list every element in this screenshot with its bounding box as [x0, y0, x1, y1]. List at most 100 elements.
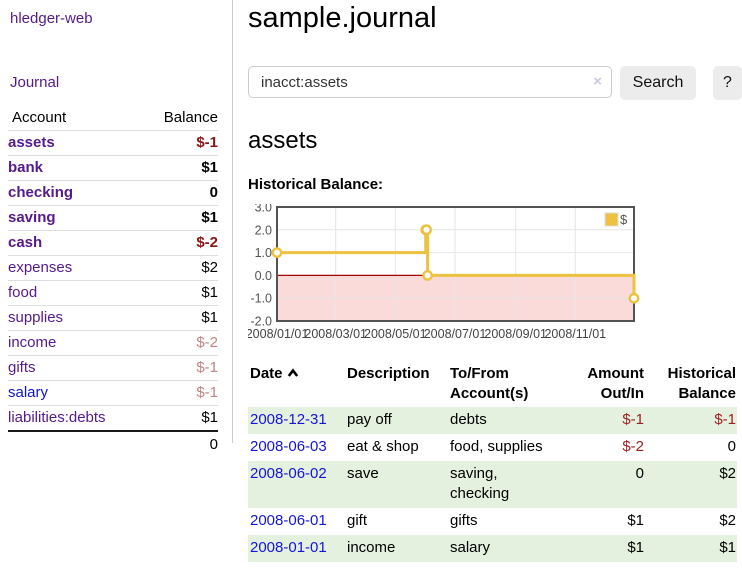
transaction-description: eat & shop — [347, 438, 419, 455]
chart-y-tick-label: 0.0 — [255, 269, 272, 283]
transaction-row[interactable]: 2008-06-03 eat & shop food, supplies $-2 0 — [248, 434, 737, 461]
transaction-amount: $1 — [627, 539, 644, 556]
chart-y-tick-label: 2.0 — [255, 223, 272, 237]
account-balance: $-2 — [139, 230, 218, 256]
chart-data-point[interactable] — [628, 292, 640, 304]
transaction-date-link[interactable]: 2008-06-01 — [250, 512, 327, 529]
sidebar-account-link[interactable]: food — [8, 284, 38, 301]
chart-y-tick-label: 1.0 — [255, 246, 272, 260]
sidebar: hledger-web Journal Account Balance asse… — [0, 0, 232, 457]
transaction-row[interactable]: 2008-06-02 save saving, checking 0 $2 — [248, 461, 737, 508]
search-box: × — [248, 66, 612, 100]
chart-data-point[interactable] — [421, 224, 433, 236]
clear-search-icon[interactable]: × — [593, 73, 602, 90]
transaction-amount: $-2 — [622, 438, 644, 455]
sidebar-account-link[interactable]: salary — [8, 384, 49, 401]
account-balance: 0 — [139, 180, 218, 206]
chart-x-tick-label: 2008/01/01 — [248, 327, 308, 341]
transaction-description: pay off — [347, 411, 392, 428]
account-balance: $1 — [139, 405, 218, 432]
accounts-table: Account Balance assets $-1 bank $1 checking 0… — [8, 106, 218, 457]
transaction-row[interactable]: 2008-01-01 income salary $1 $1 — [248, 535, 737, 562]
sidebar-divider — [232, 0, 233, 443]
accounts-total-row: 0 — [8, 430, 218, 457]
chart-y-tick-label: -2.0 — [250, 315, 272, 329]
sidebar-account-link[interactable]: assets — [8, 134, 55, 151]
account-row: bank $1 — [8, 155, 218, 181]
historical-balance-chart[interactable]: $3.0 2.0 1.0 0.0 -1.0 -2.0 2008/01/01 2008/03/0… — [246, 201, 742, 346]
account-balance: $1 — [139, 205, 218, 231]
account-row: salary $-1 — [8, 380, 218, 406]
chart-canvas: $3.0 2.0 1.0 0.0 -1.0 -2.02008/01/012008/03/0… — [246, 201, 640, 341]
sidebar-item-journal[interactable]: Journal — [10, 74, 60, 91]
chart-x-tick-label: 2008/07/01 — [424, 327, 487, 341]
search-button[interactable]: Search — [620, 66, 696, 100]
transaction-balance: $2 — [719, 512, 736, 529]
account-balance: $-2 — [139, 330, 218, 356]
transaction-accounts: saving, checking — [450, 465, 510, 502]
transaction-balance: $2 — [719, 465, 736, 482]
sidebar-account-link[interactable]: expenses — [8, 259, 73, 276]
chart-title: Historical Balance: — [248, 176, 384, 193]
transaction-date-link[interactable]: 2008-06-03 — [250, 438, 327, 455]
chart-y-tick-label: -1.0 — [250, 292, 272, 306]
chart-x-tick-label: 2008/11/01 — [544, 327, 606, 341]
account-heading: assets — [248, 127, 318, 154]
sidebar-account-link[interactable]: liabilities:debts — [8, 409, 106, 426]
transaction-accounts: food, supplies — [450, 438, 543, 455]
account-row: cash $-2 — [8, 230, 218, 256]
txn-header-accounts: To/From Account(s) — [450, 365, 529, 402]
sidebar-account-link[interactable]: bank — [8, 159, 44, 176]
transaction-amount: $-1 — [622, 411, 644, 428]
account-row: expenses $2 — [8, 255, 218, 281]
account-row: checking 0 — [8, 180, 218, 206]
account-balance: $-1 — [139, 130, 218, 156]
sidebar-account-link[interactable]: supplies — [8, 309, 64, 326]
transaction-balance: $1 — [719, 539, 736, 556]
transaction-row[interactable]: 2008-06-01 gift gifts $1 $2 — [248, 508, 737, 535]
transaction-date-link[interactable]: 2008-06-02 — [250, 465, 327, 482]
search-row: × Search ? — [248, 66, 742, 100]
sidebar-account-link[interactable]: gifts — [8, 359, 36, 376]
account-row: food $1 — [8, 280, 218, 306]
chart-x-tick-label: 2008/03/01 — [304, 327, 367, 341]
search-input[interactable] — [248, 66, 612, 98]
account-row: assets $-1 — [8, 130, 218, 156]
transaction-amount: 0 — [635, 465, 644, 482]
page-title: sample.journal — [248, 2, 437, 34]
txn-header-description: Description — [347, 365, 430, 382]
transaction-accounts: salary — [450, 539, 491, 556]
transaction-balance: 0 — [727, 438, 736, 455]
chart-y-tick-label: 3.0 — [255, 204, 272, 215]
chart-data-point[interactable] — [422, 270, 434, 281]
account-balance: $1 — [139, 305, 218, 331]
account-row: income $-2 — [8, 330, 218, 356]
account-row: saving $1 — [8, 205, 218, 231]
transaction-row[interactable]: 2008-12-31 pay off debts $-1 $-1 — [248, 407, 737, 434]
txn-header-amount: Amount Out/In — [587, 365, 644, 402]
chart-x-tick-label: 2008/05/01 — [364, 327, 427, 341]
transaction-description: gift — [347, 512, 368, 529]
transaction-description: save — [347, 465, 379, 482]
app-title[interactable]: hledger-web — [10, 10, 93, 27]
txn-header-balance: Historical Balance — [667, 365, 736, 402]
account-row: liabilities:debts $1 — [8, 405, 218, 432]
sidebar-account-link[interactable]: cash — [8, 234, 43, 251]
chart-x-tick-label: 2008/09/01 — [484, 327, 547, 341]
transaction-date-link[interactable]: 2008-01-01 — [250, 539, 327, 556]
accounts-header-account: Account — [8, 106, 140, 131]
sidebar-account-link[interactable]: checking — [8, 184, 74, 201]
main-content: sample.journal × Search ? assets Histori… — [246, 0, 742, 562]
accounts-header-balance: Balance — [139, 106, 218, 131]
account-balance: $-1 — [139, 355, 218, 381]
transaction-date-link[interactable]: 2008-12-31 — [250, 411, 327, 428]
account-balance: $2 — [139, 255, 218, 281]
sidebar-account-link[interactable]: saving — [8, 209, 56, 226]
chart-legend-label: $ — [620, 212, 628, 227]
txn-header-date[interactable]: Date — [248, 362, 345, 407]
transactions-table: Date Description To/From Account(s) Amou… — [248, 362, 737, 562]
account-balance: $-1 — [139, 380, 218, 406]
help-button[interactable]: ? — [713, 66, 742, 100]
chart-data-point[interactable] — [271, 247, 283, 258]
sidebar-account-link[interactable]: income — [8, 334, 57, 351]
